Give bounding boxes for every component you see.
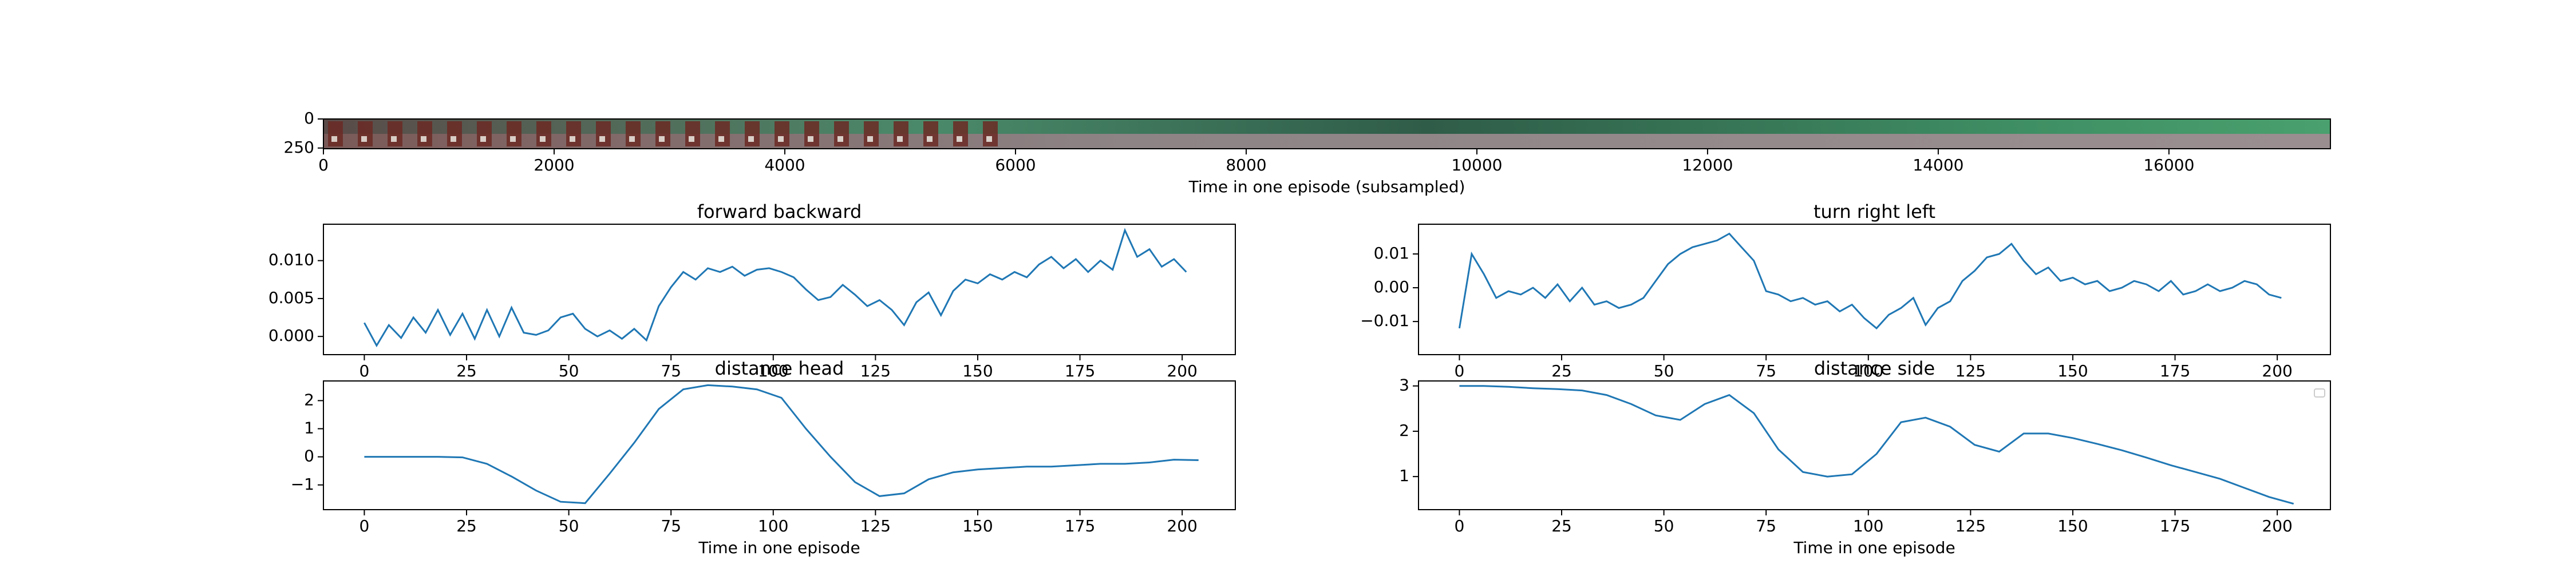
x-tick-label: 200	[1167, 517, 1197, 535]
chart-title: forward backward	[697, 201, 862, 223]
x-tick-label: 200	[2262, 517, 2292, 535]
axes-frame	[323, 118, 2331, 149]
legend	[2314, 388, 2325, 398]
y-tick-label: 0.000	[268, 326, 314, 345]
x-tick-label: 50	[559, 362, 579, 380]
x-tick-label: 75	[661, 517, 681, 535]
axes-frame	[323, 224, 1236, 355]
chart-title: distance head	[715, 357, 844, 379]
x-tick-label: 125	[860, 362, 891, 380]
plot-area	[1419, 381, 2330, 510]
x-tick-label: 14000	[1913, 156, 1963, 174]
y-tick-label: 0.005	[268, 288, 314, 307]
y-tick-label: 1	[304, 419, 314, 438]
line	[1459, 385, 2294, 505]
x-tick-label: 200	[2262, 362, 2292, 380]
x-tick-label: 25	[456, 517, 477, 535]
x-tick-label: 50	[1654, 517, 1674, 535]
x-tick-label: 0	[1455, 362, 1465, 380]
x-axis-label: Time in one episode	[698, 538, 860, 557]
y-tick-label: 250	[284, 138, 314, 157]
x-tick-label: 16000	[2143, 156, 2194, 174]
x-tick-label: 12000	[1682, 156, 1733, 174]
x-tick-label: 100	[758, 362, 788, 380]
x-tick-label: 125	[860, 517, 891, 535]
x-tick-label: 25	[1551, 517, 1572, 535]
x-tick-label: 75	[1756, 362, 1776, 380]
chart-title: distance side	[1814, 357, 1935, 379]
image-strip	[323, 119, 2330, 149]
y-tick-label: 2	[1399, 421, 1409, 440]
plot-area	[323, 381, 1235, 510]
x-tick-label: 75	[1756, 517, 1776, 535]
line	[364, 384, 1199, 505]
x-tick-label: 150	[2057, 517, 2088, 535]
x-axis-label: Time in one episode (subsampled)	[1188, 177, 1465, 196]
x-tick-label: 0	[1455, 517, 1465, 535]
x-tick-label: 100	[1853, 517, 1883, 535]
y-tick-label: 2	[304, 390, 314, 409]
x-tick-label: 100	[758, 517, 788, 535]
x-tick-label: 2000	[534, 156, 574, 174]
y-tick-label: 3	[1399, 376, 1409, 395]
x-tick-label: 100	[1853, 362, 1883, 380]
x-axis-label: Time in one episode	[1793, 538, 1955, 557]
y-tick-label: −1	[291, 475, 314, 494]
x-tick-label: 10000	[1451, 156, 1502, 174]
x-tick-label: 0	[359, 362, 370, 380]
axes-frame	[1418, 380, 2331, 510]
y-tick-label: 0	[304, 109, 314, 128]
x-tick-label: 50	[559, 517, 579, 535]
x-tick-label: 125	[1955, 517, 1986, 535]
x-tick-label: 175	[2160, 517, 2190, 535]
line	[364, 228, 1187, 348]
plot-area	[1419, 224, 2330, 355]
x-tick-label: 0	[318, 156, 329, 174]
x-tick-label: 150	[2057, 362, 2088, 380]
y-tick-label: −0.01	[1360, 311, 1409, 330]
x-tick-label: 25	[1551, 362, 1572, 380]
x-tick-label: 75	[661, 362, 681, 380]
x-tick-label: 200	[1167, 362, 1197, 380]
y-tick-label: 0.010	[268, 251, 314, 269]
x-tick-label: 4000	[764, 156, 805, 174]
axes-frame	[1418, 224, 2331, 355]
x-tick-label: 8000	[1226, 156, 1266, 174]
y-tick-label: 0	[304, 447, 314, 466]
x-tick-label: 150	[962, 362, 993, 380]
chart-title: turn right left	[1814, 201, 1935, 223]
x-tick-label: 175	[2160, 362, 2190, 380]
y-tick-label: 0.00	[1374, 277, 1409, 296]
x-tick-label: 6000	[995, 156, 1036, 174]
x-tick-label: 125	[1955, 362, 1986, 380]
y-tick-label: 0.01	[1374, 244, 1409, 263]
x-tick-label: 175	[1065, 362, 1095, 380]
x-tick-label: 0	[359, 517, 370, 535]
plot-area	[323, 224, 1235, 355]
x-tick-label: 175	[1065, 517, 1095, 535]
y-tick-label: 1	[1399, 466, 1409, 485]
x-tick-label: 50	[1654, 362, 1674, 380]
x-tick-label: 25	[456, 362, 477, 380]
axes-frame	[323, 380, 1236, 510]
x-tick-label: 150	[962, 517, 993, 535]
line	[1458, 232, 2282, 329]
